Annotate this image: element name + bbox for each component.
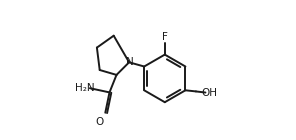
Text: O: O <box>96 117 104 127</box>
Text: F: F <box>162 32 168 42</box>
Text: OH: OH <box>201 88 217 98</box>
Text: N: N <box>126 57 134 67</box>
Text: H₂N: H₂N <box>75 82 95 93</box>
